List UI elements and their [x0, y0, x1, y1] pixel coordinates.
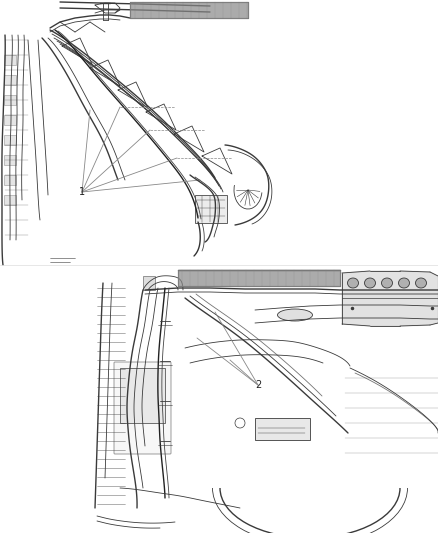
- Bar: [4, 115, 16, 125]
- Bar: [255, 418, 310, 440]
- Ellipse shape: [416, 278, 427, 288]
- Circle shape: [235, 418, 245, 428]
- Bar: [4, 175, 16, 185]
- Bar: [4, 95, 16, 105]
- Text: 1: 1: [79, 187, 85, 197]
- Bar: [120, 368, 165, 423]
- Ellipse shape: [364, 278, 375, 288]
- Ellipse shape: [381, 278, 392, 288]
- Bar: [4, 55, 16, 65]
- Bar: [4, 75, 16, 85]
- Bar: [195, 195, 227, 223]
- Bar: [143, 276, 155, 290]
- Text: 2: 2: [255, 380, 261, 390]
- Bar: [4, 135, 16, 145]
- Bar: [4, 155, 16, 165]
- Bar: [4, 195, 16, 205]
- FancyBboxPatch shape: [114, 362, 171, 454]
- Ellipse shape: [399, 278, 410, 288]
- Polygon shape: [342, 271, 438, 326]
- Ellipse shape: [347, 278, 358, 288]
- Ellipse shape: [278, 309, 312, 321]
